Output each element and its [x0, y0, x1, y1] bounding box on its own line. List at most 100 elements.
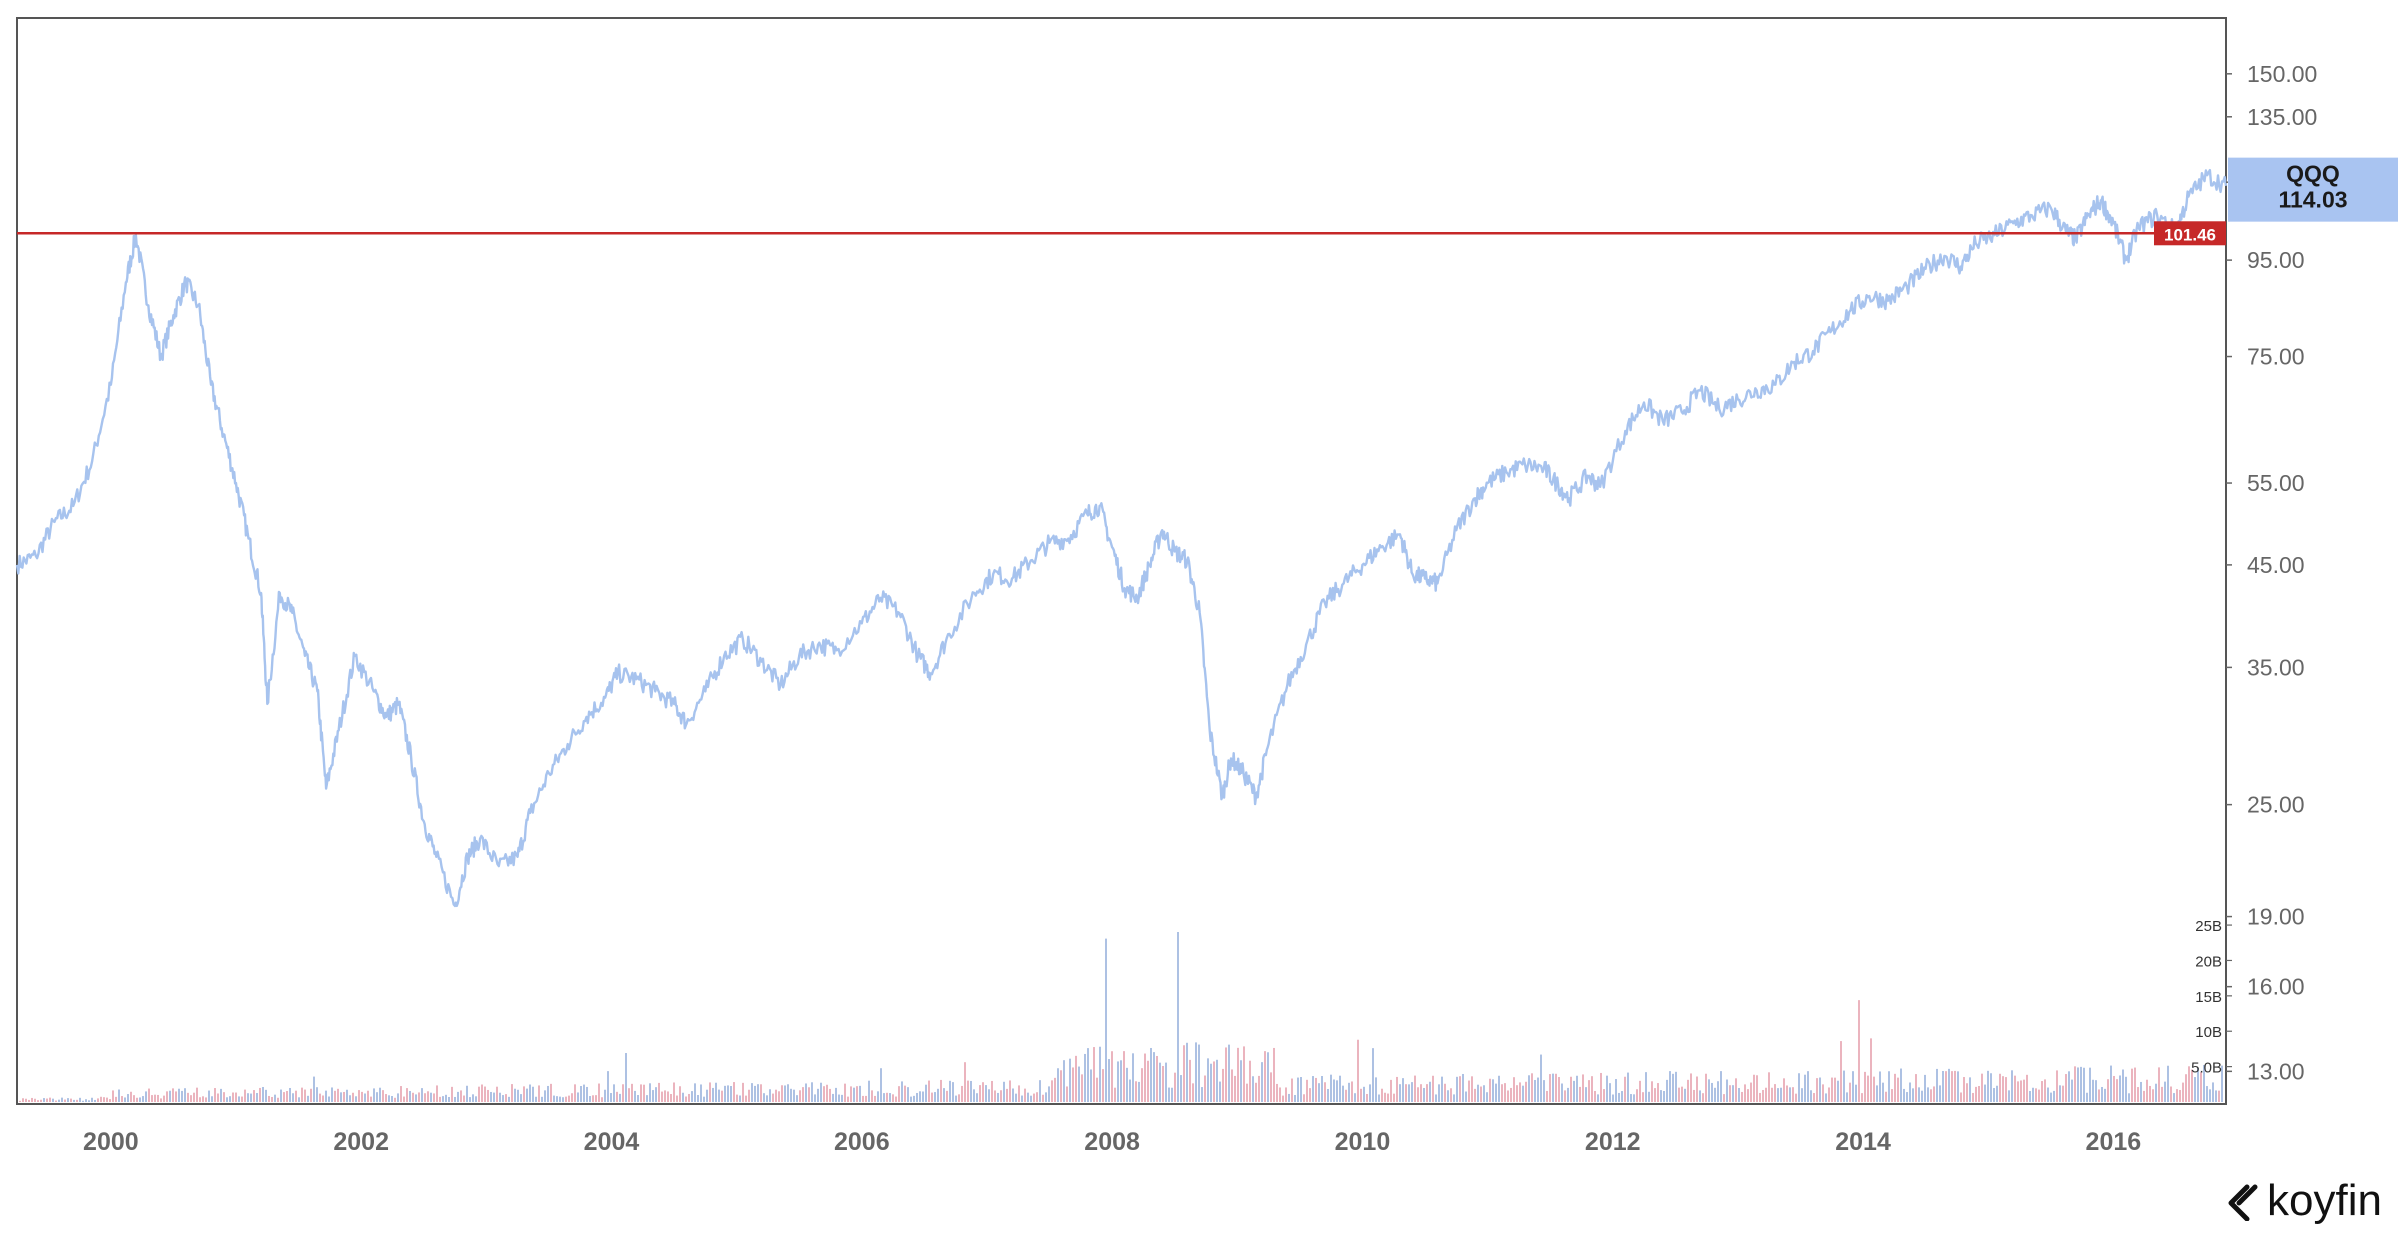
volume-bar — [1336, 1080, 1338, 1102]
time-tick-label: 2008 — [1084, 1128, 1140, 1156]
volume-bar — [1396, 1076, 1398, 1102]
volume-bar — [901, 1081, 903, 1102]
volume-bar — [631, 1083, 633, 1102]
volume-bar — [1294, 1094, 1296, 1102]
volume-bar — [316, 1087, 318, 1102]
volume-bar — [793, 1089, 795, 1102]
volume-bar — [1948, 1068, 1950, 1102]
volume-bar — [331, 1087, 333, 1102]
volume-bar — [511, 1084, 513, 1102]
volume-bar — [1651, 1081, 1653, 1102]
volume-bar — [1414, 1075, 1416, 1102]
volume-bar — [1783, 1078, 1785, 1102]
volume-bar — [688, 1093, 690, 1102]
volume-bar — [790, 1088, 792, 1102]
volume-bar — [1561, 1083, 1563, 1102]
volume-bar — [1258, 1075, 1260, 1102]
volume-bar — [985, 1085, 987, 1102]
volume-bar — [1606, 1075, 1608, 1102]
volume-bar — [409, 1090, 411, 1102]
volume-bar — [1318, 1083, 1320, 1102]
brand-logo: koyfin — [2221, 1176, 2382, 1226]
volume-bar — [565, 1096, 567, 1102]
volume-bar — [70, 1098, 72, 1102]
volume-bar — [1405, 1084, 1407, 1102]
volume-bar — [1144, 1053, 1146, 1102]
volume-bar — [1720, 1071, 1722, 1102]
volume-bar — [1924, 1074, 1926, 1102]
volume-bar — [1216, 1059, 1218, 1102]
volume-bar — [355, 1096, 357, 1102]
volume-bar — [526, 1088, 528, 1102]
volume-bar — [1765, 1087, 1767, 1102]
time-tick-label: 2014 — [1835, 1128, 1891, 1156]
volume-bar — [475, 1096, 477, 1102]
volume-bar — [1018, 1085, 1020, 1102]
volume-bar — [1321, 1076, 1323, 1102]
volume-bar — [1504, 1083, 1506, 1102]
volume-bar — [1573, 1080, 1575, 1102]
koyfin-logo-icon — [2228, 1184, 2258, 1221]
price-tick-label: 19.00 — [2247, 904, 2305, 930]
volume-bar — [85, 1099, 87, 1102]
volume-bar — [1447, 1090, 1449, 1102]
volume-bar — [1753, 1074, 1755, 1102]
volume-bar — [514, 1088, 516, 1102]
volume-bar — [109, 1099, 111, 1102]
volume-bar — [727, 1085, 729, 1102]
volume-bar — [1276, 1083, 1278, 1102]
volume-bar — [577, 1092, 579, 1102]
volume-bar — [1594, 1090, 1596, 1102]
volume-bar — [892, 1094, 894, 1102]
volume-bar — [586, 1086, 588, 1102]
volume-bar — [1348, 1082, 1350, 1102]
volume-bar — [1723, 1094, 1725, 1102]
volume-bar — [1330, 1074, 1332, 1102]
volume-bar — [1900, 1068, 1902, 1102]
volume-bar — [562, 1097, 564, 1102]
volume-bar — [751, 1083, 753, 1102]
volume-bar — [265, 1089, 267, 1102]
volume-bar — [619, 1093, 621, 1102]
volume-bar — [154, 1094, 156, 1102]
volume-bar — [1210, 1063, 1212, 1102]
volume-bar — [34, 1098, 36, 1102]
volume-bar — [1735, 1078, 1737, 1102]
volume-bar — [1918, 1087, 1920, 1102]
volume-bar — [1207, 1058, 1209, 1102]
volume-bar — [1225, 1047, 1227, 1102]
price-line[interactable] — [15, 168, 2228, 908]
volume-bar — [1354, 1093, 1356, 1102]
volume-bar — [136, 1097, 138, 1102]
volume-bar — [925, 1084, 927, 1102]
volume-bar — [37, 1100, 39, 1102]
volume-bar — [2182, 1082, 2184, 1102]
volume-bar — [2152, 1089, 2154, 1102]
volume-bar — [805, 1083, 807, 1102]
volume-bar — [1075, 1055, 1077, 1102]
volume-bar — [523, 1086, 525, 1102]
volume-bar — [820, 1082, 822, 1102]
volume-bar — [280, 1089, 282, 1102]
volume-bar — [1807, 1071, 1809, 1102]
volume-bar — [1060, 1070, 1062, 1102]
volume-bar — [112, 1090, 114, 1102]
volume-bar — [1744, 1084, 1746, 1102]
volume-bar — [1714, 1087, 1716, 1102]
volume-bar — [919, 1091, 921, 1102]
volume-bar — [1069, 1058, 1071, 1102]
volume-bar — [2068, 1071, 2070, 1102]
volume-bar — [949, 1080, 951, 1102]
volume-bar — [469, 1097, 471, 1102]
volume-bar — [1759, 1092, 1761, 1102]
volume-bar — [400, 1086, 402, 1102]
volume-bar — [550, 1083, 552, 1102]
volume-bar — [1198, 1044, 1200, 1102]
volume-bar — [1708, 1079, 1710, 1102]
volume-bar — [2101, 1086, 2103, 1102]
volume-bar — [817, 1088, 819, 1102]
volume-bar — [1183, 1045, 1185, 1102]
volume-bar — [499, 1092, 501, 1102]
volume-bar — [1030, 1095, 1032, 1102]
volume-bar — [1462, 1073, 1464, 1102]
